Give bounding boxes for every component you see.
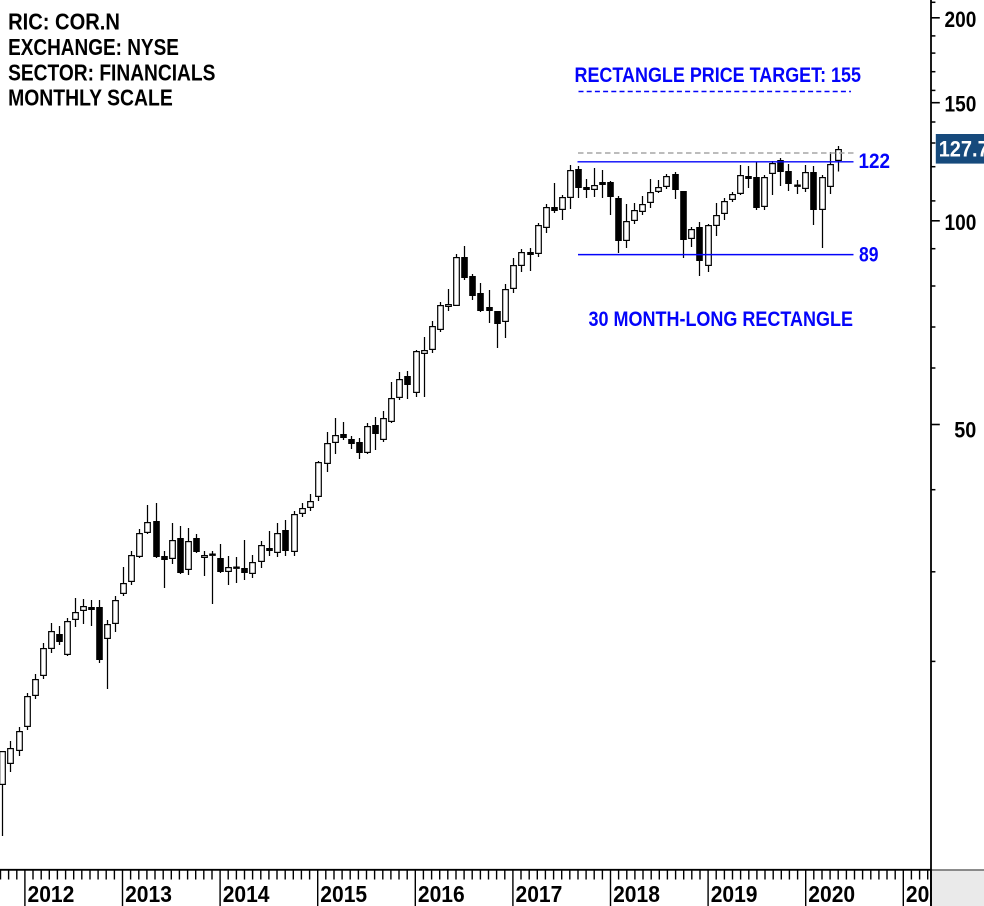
svg-text:MONTHLY SCALE: MONTHLY SCALE [8,85,173,111]
svg-text:2014: 2014 [223,881,270,906]
svg-text:2012: 2012 [28,881,75,906]
svg-text:122: 122 [859,149,891,173]
svg-text:2016: 2016 [418,881,465,906]
svg-text:50: 50 [954,417,976,442]
svg-text:2013: 2013 [125,881,172,906]
svg-text:30 MONTH-LONG RECTANGLE: 30 MONTH-LONG RECTANGLE [589,307,854,331]
svg-text:2019: 2019 [711,881,758,906]
svg-text:100: 100 [945,210,977,235]
svg-text:150: 150 [945,92,977,117]
svg-text:2018: 2018 [613,881,660,906]
svg-text:2017: 2017 [516,881,563,906]
svg-text:EXCHANGE: NYSE: EXCHANGE: NYSE [8,34,179,60]
svg-text:2015: 2015 [320,881,367,906]
svg-text:89: 89 [859,243,879,267]
svg-text:SECTOR: FINANCIALS: SECTOR: FINANCIALS [8,60,215,86]
svg-text:127.7: 127.7 [939,137,984,162]
svg-text:RIC: COR.N: RIC: COR.N [8,8,120,34]
svg-text:2020: 2020 [808,881,855,906]
svg-text:200: 200 [945,7,977,32]
svg-text:RECTANGLE PRICE TARGET: 155: RECTANGLE PRICE TARGET: 155 [575,63,862,87]
